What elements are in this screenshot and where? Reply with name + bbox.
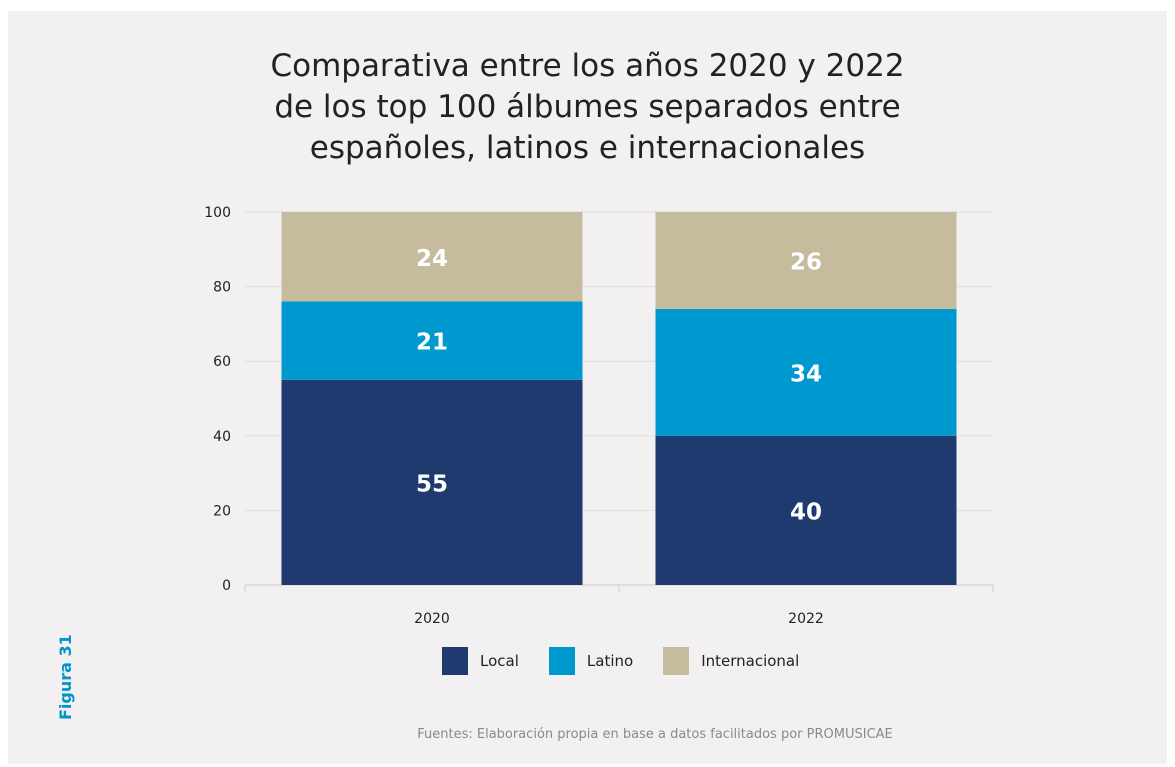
x-tick-label-2020: 2020 xyxy=(414,611,450,627)
data-label-local-2022: 40 xyxy=(790,499,822,525)
legend-swatch-internacional xyxy=(663,647,690,675)
y-tick-label-60: 60 xyxy=(213,354,231,370)
legend-item-internacional: Internacional xyxy=(663,647,799,675)
chart-title-line-3: españoles, latinos e internacionales xyxy=(309,130,866,166)
y-tick-label-0: 0 xyxy=(222,578,231,594)
data-label-latino-2020: 21 xyxy=(416,330,448,356)
bar-latino-2022 xyxy=(655,308,957,436)
y-tick-label-40: 40 xyxy=(213,429,231,445)
y-tick-label-80: 80 xyxy=(213,280,231,296)
chart-title-line-2: de los top 100 álbumes separados entre xyxy=(274,89,901,125)
source-note: Fuentes: Elaboración propia en base a da… xyxy=(417,727,893,742)
data-label-latino-2022: 34 xyxy=(790,361,822,387)
bar-local-2020 xyxy=(281,379,583,585)
y-tick-label-20: 20 xyxy=(213,503,231,519)
bar-internacional-2022 xyxy=(655,212,957,309)
legend-swatch-local xyxy=(442,647,468,675)
legend-item-local: Local xyxy=(442,647,519,675)
legend-label-local: Local xyxy=(480,652,519,670)
legend-swatch-latino xyxy=(548,647,575,675)
bar-local-2022 xyxy=(655,435,957,585)
figure-label: Figura 31 xyxy=(56,634,75,720)
legend-label-internacional: Internacional xyxy=(701,652,800,670)
legend-label-latino: Latino xyxy=(586,652,634,670)
bar-internacional-2020 xyxy=(281,212,583,302)
chart-title-line-1: Comparativa entre los años 2020 y 2022 xyxy=(270,48,905,84)
data-label-local-2020: 55 xyxy=(416,471,448,497)
data-label-internacional-2020: 24 xyxy=(416,246,448,272)
chart-title: Comparativa entre los años 2020 y 2022 d… xyxy=(0,46,1175,169)
legend-item-latino: Latino xyxy=(548,647,634,675)
data-label-internacional-2022: 26 xyxy=(790,249,822,275)
x-tick-label-2022: 2022 xyxy=(788,611,824,627)
chart-panel xyxy=(8,11,1167,764)
bar-latino-2020 xyxy=(281,301,583,380)
y-tick-label-100: 100 xyxy=(204,205,231,221)
legend: Local Latino Internacional xyxy=(442,647,829,675)
